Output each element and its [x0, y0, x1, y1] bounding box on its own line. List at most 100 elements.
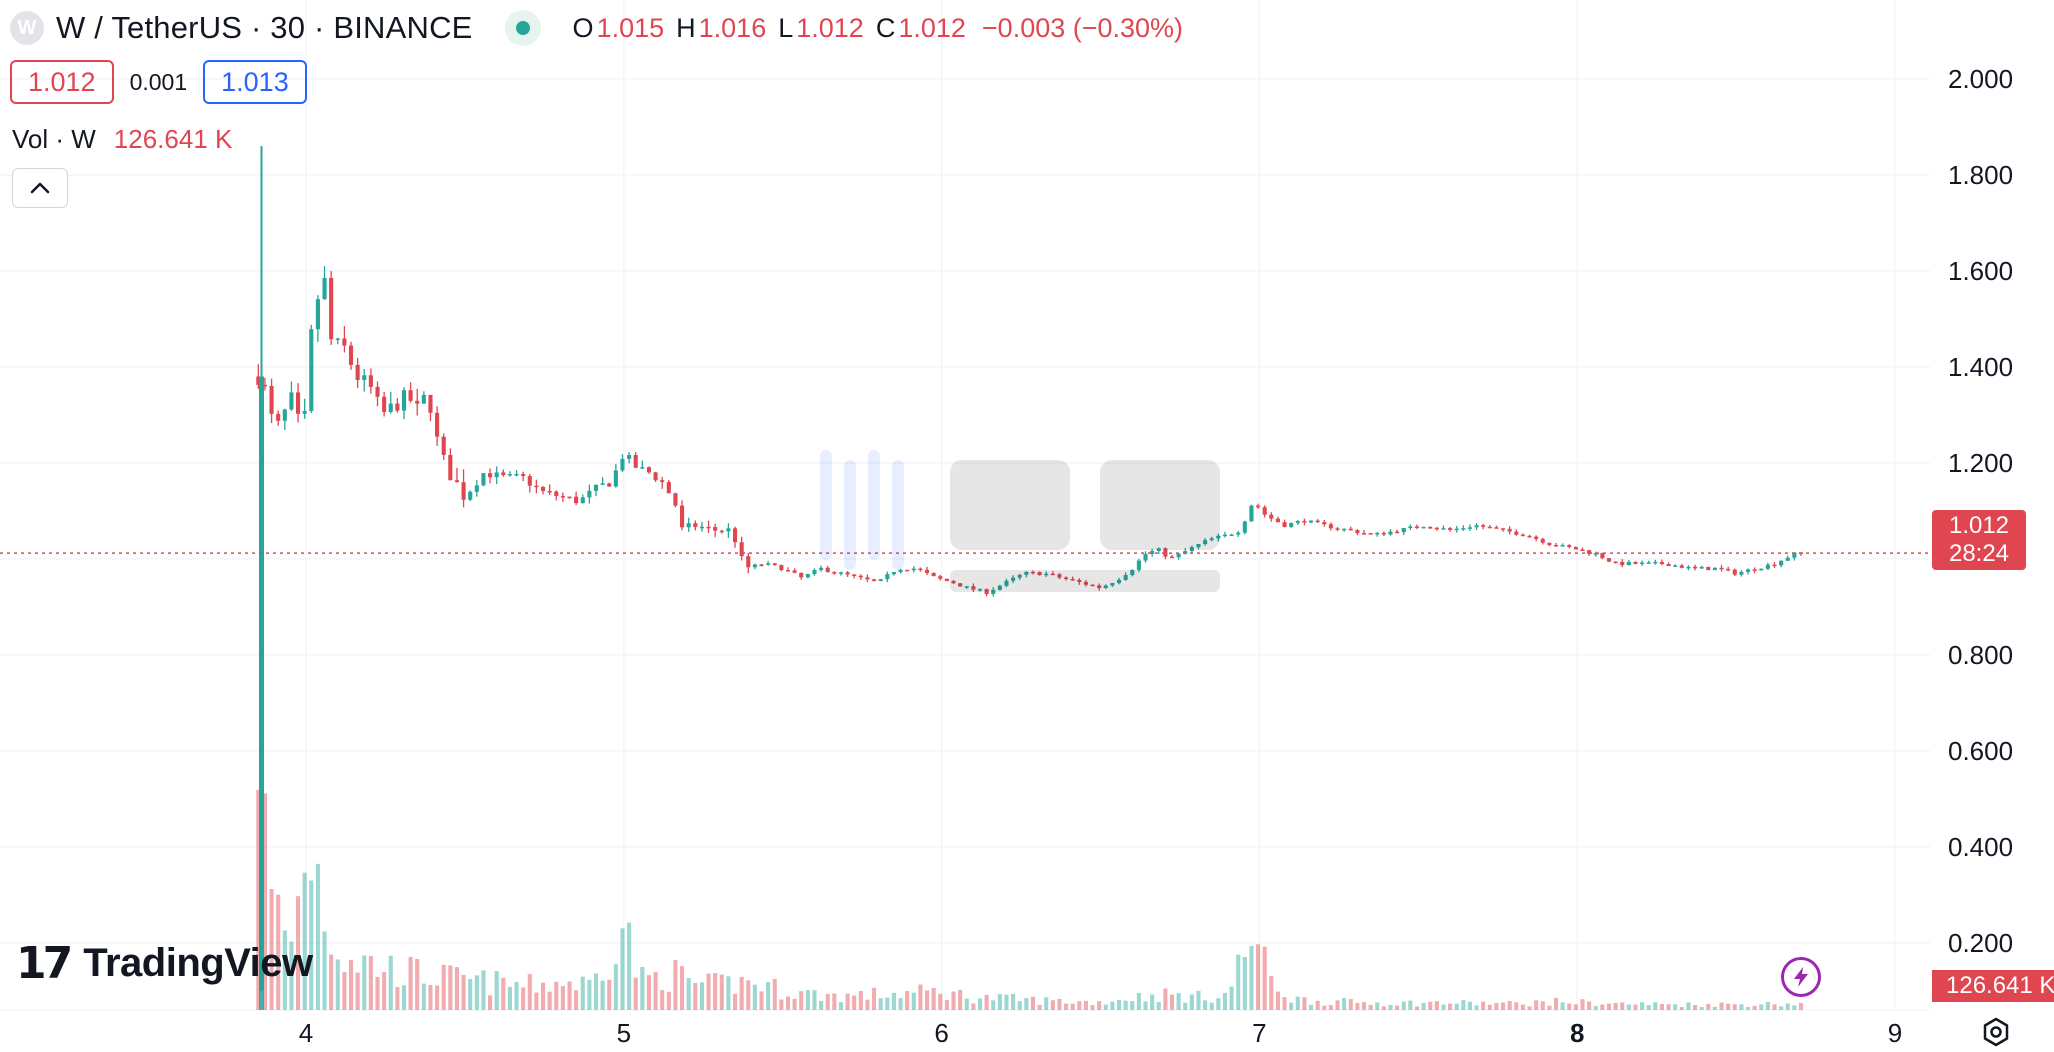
candle-body — [1547, 542, 1552, 545]
candle-body — [819, 567, 824, 570]
volume-bar — [1050, 1000, 1055, 1010]
candle-body — [699, 526, 704, 529]
volume-bar — [732, 993, 738, 1010]
sell-button[interactable]: 1.012 — [10, 60, 114, 104]
volume-bar — [1375, 1002, 1380, 1010]
volume-bar — [1699, 1007, 1704, 1010]
volume-bar — [415, 958, 420, 1010]
candle-body — [1626, 562, 1631, 566]
volume-bar — [620, 928, 625, 1010]
volume-bar — [984, 994, 989, 1010]
volume-axis-label: 126.641 K — [1932, 970, 2054, 1002]
volume-bar — [1361, 1002, 1367, 1010]
candle-body — [1024, 571, 1029, 575]
volume-bar — [706, 973, 711, 1010]
candle-body — [1156, 548, 1161, 551]
volume-bar — [527, 973, 532, 1010]
candle-body — [1428, 526, 1433, 529]
candle-body — [977, 589, 983, 591]
volume-bar — [1302, 997, 1307, 1010]
candle-body — [620, 458, 625, 471]
candle-body — [1275, 518, 1280, 523]
buy-button[interactable]: 1.013 — [203, 60, 307, 104]
y-tick-label: 0.600 — [1948, 736, 2013, 766]
lightning-bolt-icon — [1794, 967, 1808, 987]
candle-body — [1169, 556, 1175, 559]
candle-body — [501, 472, 506, 476]
candle-body — [1242, 521, 1247, 533]
volume-bar — [1547, 1005, 1552, 1010]
volume-value: 126.641 K — [113, 124, 233, 154]
candle-body — [838, 572, 844, 574]
candle-body — [269, 386, 274, 414]
candle-body — [1308, 520, 1314, 523]
candle-body — [1732, 569, 1737, 575]
volume-bar — [1587, 1001, 1592, 1010]
volume-bar — [1150, 994, 1155, 1010]
chart-settings-button[interactable] — [1980, 1016, 2012, 1048]
volume-bar — [1659, 1004, 1664, 1010]
volume-bar — [766, 982, 771, 1010]
volume-bar — [1381, 1006, 1386, 1010]
tradingview-logo[interactable]: 17 TradingView — [16, 938, 313, 989]
volume-bar — [872, 987, 877, 1010]
candle-body — [759, 564, 764, 566]
volume-legend[interactable]: Vol · W 126.641 K — [12, 124, 232, 155]
volume-bar — [309, 880, 314, 1010]
volume-bar — [627, 922, 632, 1010]
candle-body — [534, 485, 539, 488]
volume-bar — [1308, 1004, 1314, 1010]
candle-body — [1414, 526, 1420, 529]
volume-bar — [348, 960, 354, 1010]
volume-bar — [951, 991, 956, 1010]
volume-bar — [832, 993, 837, 1010]
volume-bar — [726, 976, 731, 1010]
candle-body — [494, 472, 499, 478]
volume-bar — [1322, 1005, 1327, 1010]
candle-body — [1739, 571, 1744, 575]
candle-body — [640, 467, 645, 469]
candle-body — [514, 473, 519, 476]
volume-bar — [646, 975, 652, 1010]
volume-bar — [1275, 991, 1280, 1010]
volume-bar — [805, 990, 810, 1010]
candle-body — [521, 473, 526, 477]
symbol-logo-icon[interactable]: W — [10, 11, 44, 45]
candle-body — [1587, 550, 1592, 554]
candle-body — [1633, 562, 1638, 564]
volume-bar — [1679, 1007, 1684, 1010]
candle-body — [1726, 568, 1731, 571]
volume-bar — [1401, 1001, 1406, 1010]
lightning-bolt-button[interactable] — [1781, 957, 1821, 997]
volume-bar — [540, 982, 546, 1010]
volume-bar — [1163, 988, 1168, 1010]
candle-body — [799, 572, 804, 578]
candle-body — [1388, 531, 1393, 535]
candle-body — [1289, 523, 1294, 527]
candle-body — [1593, 553, 1598, 555]
symbol-legend[interactable]: W W / TetherUS · 30 · BINANCE O 1.015 H 1.… — [10, 8, 1183, 48]
volume-bar — [1640, 1002, 1645, 1010]
volume-bar — [878, 998, 883, 1010]
candle-body — [726, 528, 731, 532]
candle-body — [1361, 533, 1367, 535]
market-status[interactable] — [504, 10, 541, 46]
candle-body — [958, 583, 963, 587]
volume-bar — [1792, 1005, 1797, 1010]
time-axis[interactable]: 4 5 6 7 8 9 — [299, 1018, 1902, 1048]
candle-body — [547, 490, 552, 493]
volume-bar — [1673, 1004, 1678, 1010]
volume-bar — [1474, 1005, 1479, 1010]
collapse-legend-button[interactable] — [12, 168, 68, 208]
candle-body — [1011, 577, 1016, 581]
candle-body — [1335, 528, 1340, 530]
volume-bar — [905, 991, 910, 1010]
volume-bar — [613, 964, 618, 1010]
volume-bar — [825, 993, 830, 1010]
volume-bar — [1368, 1004, 1373, 1010]
candle-body — [1077, 579, 1082, 582]
volume-bar — [448, 965, 453, 1010]
symbol-title[interactable]: W / TetherUS · 30 · BINANCE — [56, 10, 473, 45]
volume-bar — [375, 976, 380, 1010]
